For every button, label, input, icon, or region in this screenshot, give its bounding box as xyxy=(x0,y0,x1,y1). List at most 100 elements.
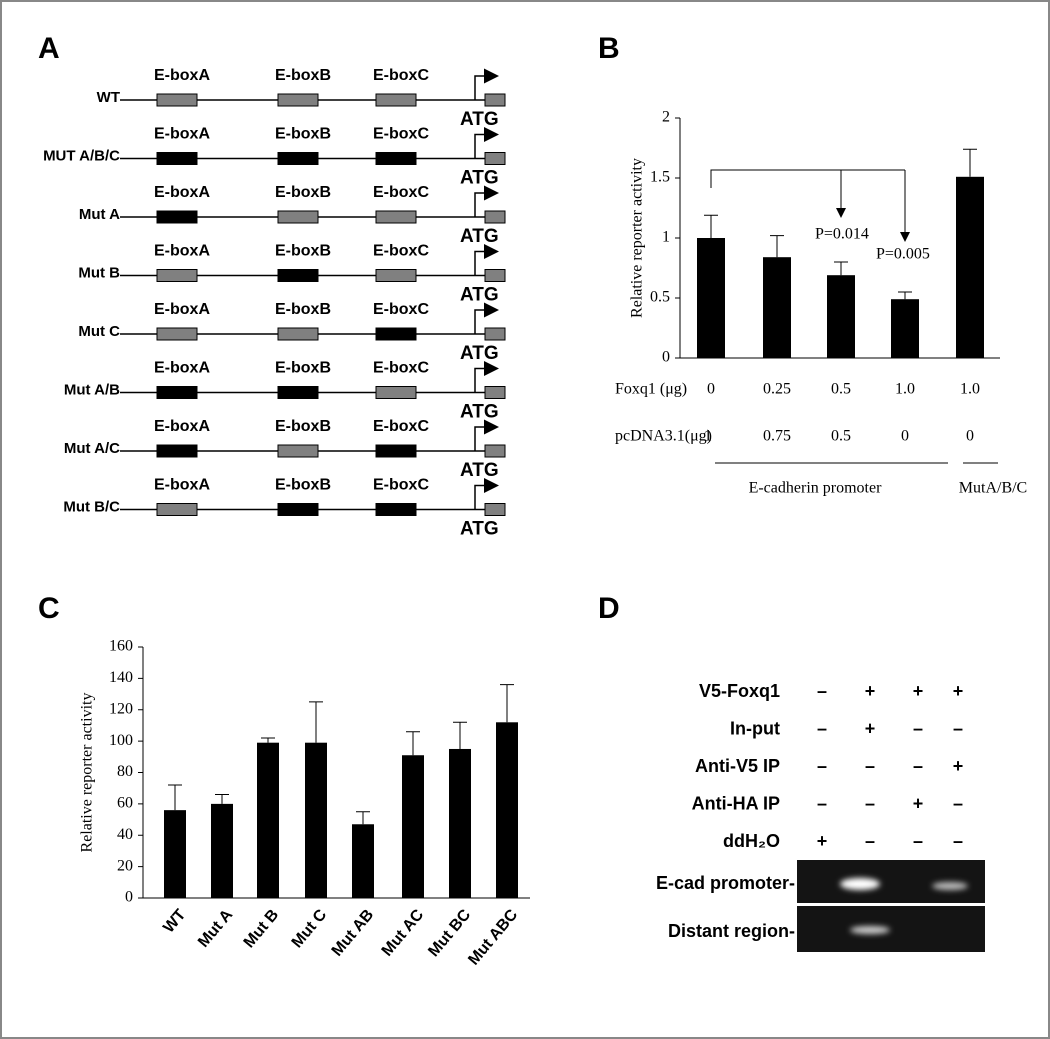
error-bar xyxy=(453,721,467,749)
e-box-label: E-boxC xyxy=(373,418,429,435)
start-label: ATG xyxy=(460,285,499,306)
y-tick-label: 60 xyxy=(117,795,133,812)
bar xyxy=(891,299,919,358)
e-box xyxy=(375,152,417,165)
row-label: ddH₂O xyxy=(723,831,780,851)
sign: + xyxy=(913,793,924,813)
y-tick-label: 1 xyxy=(662,229,670,246)
group-label: MutA/B/C xyxy=(959,480,1027,497)
e-box-label: E-boxB xyxy=(275,301,331,318)
y-tick-label: 0.5 xyxy=(650,289,670,306)
sign: – xyxy=(913,831,923,851)
bar xyxy=(697,238,725,358)
e-box xyxy=(375,327,417,341)
table-cell: 0.75 xyxy=(763,428,791,445)
e-box xyxy=(375,269,417,282)
e-box-label: E-boxB xyxy=(275,418,331,435)
table-cell: 0 xyxy=(966,428,974,445)
e-box xyxy=(277,210,319,224)
tss-arrow xyxy=(474,419,499,451)
tss-arrow xyxy=(474,302,499,334)
error-bar xyxy=(704,214,718,238)
error-bar xyxy=(261,737,275,743)
start-label: ATG xyxy=(460,460,499,481)
table-cell: 0 xyxy=(901,428,909,445)
table-cell: 1 xyxy=(704,428,712,445)
y-tick-label: 160 xyxy=(109,638,133,655)
e-box-label: E-boxC xyxy=(373,184,429,201)
table-cell: 0.5 xyxy=(831,428,851,445)
gel-label: Distant region- xyxy=(668,921,795,941)
e-box-label: E-boxA xyxy=(154,477,210,494)
sign: – xyxy=(913,718,923,738)
start-label: ATG xyxy=(460,109,499,130)
e-box xyxy=(156,269,198,282)
tss-arrow xyxy=(474,478,499,510)
panel-letter: C xyxy=(38,592,60,625)
e-box-label: E-boxB xyxy=(275,184,331,201)
construct-label: Mut B xyxy=(78,264,120,281)
exon-box xyxy=(484,386,506,399)
bar xyxy=(211,803,233,898)
e-box xyxy=(375,444,417,458)
panel-letter: B xyxy=(598,32,620,65)
table-cell: 0.5 xyxy=(831,381,851,398)
e-box xyxy=(156,93,198,107)
gel xyxy=(797,860,985,903)
sign: – xyxy=(817,793,827,813)
bar xyxy=(827,275,855,358)
e-box-label: E-boxA xyxy=(154,184,210,201)
error-bar xyxy=(898,291,912,300)
error-bar xyxy=(963,148,977,177)
row-label: Anti-HA IP xyxy=(692,793,780,813)
sign: – xyxy=(953,831,963,851)
sign: + xyxy=(865,718,876,738)
error-bar xyxy=(168,784,182,811)
y-axis-label: Relative reporter activity xyxy=(79,693,96,853)
bar xyxy=(496,722,518,898)
e-box xyxy=(156,152,198,165)
tss-arrow xyxy=(474,244,499,276)
panel-letter: D xyxy=(598,592,620,625)
p-value: P=0.014 xyxy=(815,226,869,243)
gel xyxy=(797,906,985,952)
e-box-label: E-boxC xyxy=(373,360,429,377)
sign: – xyxy=(817,756,827,776)
e-box-label: E-boxA xyxy=(154,301,210,318)
table-cell: 0.25 xyxy=(763,381,791,398)
tss-arrow xyxy=(474,127,499,159)
tss-arrow xyxy=(474,361,499,393)
e-box xyxy=(375,386,417,399)
e-box xyxy=(156,327,198,341)
start-label: ATG xyxy=(460,402,499,423)
error-bar xyxy=(500,684,514,723)
error-bar xyxy=(834,261,848,276)
exon-box xyxy=(484,93,506,107)
bar xyxy=(763,257,791,358)
e-box xyxy=(156,503,198,516)
error-bar xyxy=(309,701,323,743)
y-axis-label: Relative reporter activity xyxy=(629,158,646,318)
row-label: V5-Foxq1 xyxy=(699,681,780,701)
gel-label: E-cad promoter- xyxy=(656,873,795,893)
sign: – xyxy=(953,793,963,813)
bar xyxy=(352,824,374,898)
e-box-label: E-boxB xyxy=(275,360,331,377)
e-box-label: E-boxC xyxy=(373,301,429,318)
e-box-label: E-boxC xyxy=(373,67,429,84)
sign: + xyxy=(953,756,964,776)
e-box-label: E-boxB xyxy=(275,243,331,260)
y-tick-label: 1.5 xyxy=(650,169,670,186)
panel-letter: A xyxy=(38,32,60,65)
e-box-label: E-boxA xyxy=(154,243,210,260)
e-box-label: E-boxA xyxy=(154,67,210,84)
group-label: E-cadherin promoter xyxy=(749,480,883,497)
y-tick-label: 0 xyxy=(125,889,133,906)
bar xyxy=(257,742,279,898)
exon-box xyxy=(484,503,506,516)
e-box xyxy=(277,503,319,516)
construct-label: MUT A/B/C xyxy=(43,147,120,164)
e-box xyxy=(277,444,319,458)
sign: + xyxy=(953,681,964,701)
